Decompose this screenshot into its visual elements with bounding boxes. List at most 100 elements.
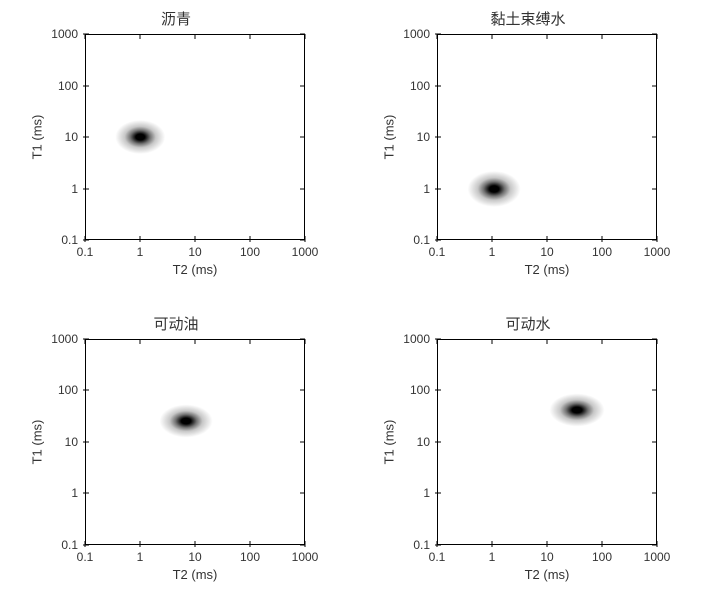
y-tick: [435, 240, 441, 241]
y-tick: [83, 493, 89, 494]
panel-title: 黏土束缚水: [352, 8, 704, 29]
x-tick-label: 100: [240, 550, 260, 564]
x-tick-inner: [657, 339, 658, 344]
x-tick-label: 1: [137, 550, 144, 564]
y-tick-label: 100: [58, 383, 78, 397]
x-tick: [547, 236, 548, 242]
y-tick-inner: [300, 338, 305, 339]
y-tick-inner: [300, 85, 305, 86]
y-tick-label: 10: [65, 130, 78, 144]
x-tick-inner: [195, 339, 196, 344]
x-tick: [195, 541, 196, 547]
y-tick-inner: [652, 85, 657, 86]
y-tick-inner: [300, 441, 305, 442]
x-axis-label: T2 (ms): [437, 262, 657, 277]
x-tick-label: 1: [489, 550, 496, 564]
y-tick: [435, 493, 441, 494]
y-tick-inner: [300, 240, 305, 241]
x-tick-label: 1000: [644, 550, 671, 564]
y-tick-inner: [300, 137, 305, 138]
y-tick: [83, 137, 89, 138]
y-axis-label: T1 (ms): [30, 115, 45, 160]
x-tick-inner: [305, 339, 306, 344]
y-tick-label: 1000: [51, 332, 78, 346]
plot-area: 0.111010010000.11101001000T2 (ms)T1 (ms): [85, 34, 305, 240]
panel-title: 沥青: [0, 8, 352, 29]
x-tick-inner: [492, 34, 493, 39]
density-blob: [115, 120, 165, 154]
x-tick: [492, 236, 493, 242]
x-tick-inner: [250, 34, 251, 39]
x-tick-inner: [437, 339, 438, 344]
y-tick-inner: [300, 493, 305, 494]
x-tick-inner: [140, 339, 141, 344]
y-tick-label: 1000: [51, 27, 78, 41]
x-tick-label: 1000: [644, 245, 671, 259]
x-tick: [602, 236, 603, 242]
x-tick-label: 0.1: [429, 245, 446, 259]
plot-area: 0.111010010000.11101001000T2 (ms)T1 (ms): [437, 34, 657, 240]
y-tick-label: 1: [423, 182, 430, 196]
x-tick-label: 10: [188, 245, 201, 259]
y-tick-label: 1: [71, 486, 78, 500]
y-tick: [435, 188, 441, 189]
x-tick-label: 1: [137, 245, 144, 259]
plot-area: 0.111010010000.11101001000T2 (ms)T1 (ms): [85, 339, 305, 545]
x-tick-label: 1: [489, 245, 496, 259]
y-tick-label: 1: [423, 486, 430, 500]
y-tick-label: 0.1: [413, 538, 430, 552]
y-tick-label: 1000: [403, 332, 430, 346]
x-tick-label: 1000: [292, 245, 319, 259]
y-tick-inner: [652, 34, 657, 35]
figure: 沥青0.111010010000.11101001000T2 (ms)T1 (m…: [0, 0, 704, 609]
y-tick-inner: [652, 188, 657, 189]
y-tick: [83, 338, 89, 339]
y-tick: [435, 85, 441, 86]
x-tick-inner: [85, 34, 86, 39]
y-axis-label: T1 (ms): [382, 419, 397, 464]
x-tick-label: 10: [540, 550, 553, 564]
y-tick-inner: [300, 188, 305, 189]
x-tick: [140, 541, 141, 547]
x-axis-label: T2 (ms): [437, 567, 657, 582]
panel-grid: 沥青0.111010010000.11101001000T2 (ms)T1 (m…: [0, 0, 704, 609]
y-tick-inner: [652, 493, 657, 494]
y-tick-inner: [300, 544, 305, 545]
y-tick-label: 100: [58, 79, 78, 93]
panel-title: 可动油: [0, 313, 352, 334]
y-tick-label: 0.1: [413, 233, 430, 247]
y-tick-label: 10: [65, 435, 78, 449]
y-tick-inner: [300, 390, 305, 391]
y-tick: [83, 34, 89, 35]
x-tick-label: 0.1: [77, 550, 94, 564]
y-tick: [83, 85, 89, 86]
x-tick-inner: [492, 339, 493, 344]
y-tick: [435, 544, 441, 545]
x-tick: [492, 541, 493, 547]
y-axis-label: T1 (ms): [382, 115, 397, 160]
x-tick-label: 100: [592, 245, 612, 259]
y-tick-inner: [300, 34, 305, 35]
y-tick: [435, 441, 441, 442]
y-tick-label: 0.1: [61, 538, 78, 552]
y-axis-label: T1 (ms): [30, 419, 45, 464]
y-tick-label: 100: [410, 79, 430, 93]
x-axis-label: T2 (ms): [85, 262, 305, 277]
y-tick: [435, 338, 441, 339]
panel-movable_oil: 可动油 0.111010010000.11101001000T2 (ms)T1 (…: [0, 305, 352, 609]
x-tick-inner: [602, 34, 603, 39]
y-tick-label: 100: [410, 383, 430, 397]
density-blob: [468, 170, 521, 206]
y-tick-label: 0.1: [61, 233, 78, 247]
y-tick: [83, 240, 89, 241]
y-tick-inner: [652, 544, 657, 545]
y-tick-label: 10: [417, 435, 430, 449]
y-tick-inner: [652, 338, 657, 339]
x-tick: [195, 236, 196, 242]
y-tick: [83, 544, 89, 545]
density-blob: [160, 405, 213, 438]
x-tick-inner: [657, 34, 658, 39]
y-tick-inner: [652, 390, 657, 391]
x-tick-inner: [547, 339, 548, 344]
x-tick-inner: [140, 34, 141, 39]
